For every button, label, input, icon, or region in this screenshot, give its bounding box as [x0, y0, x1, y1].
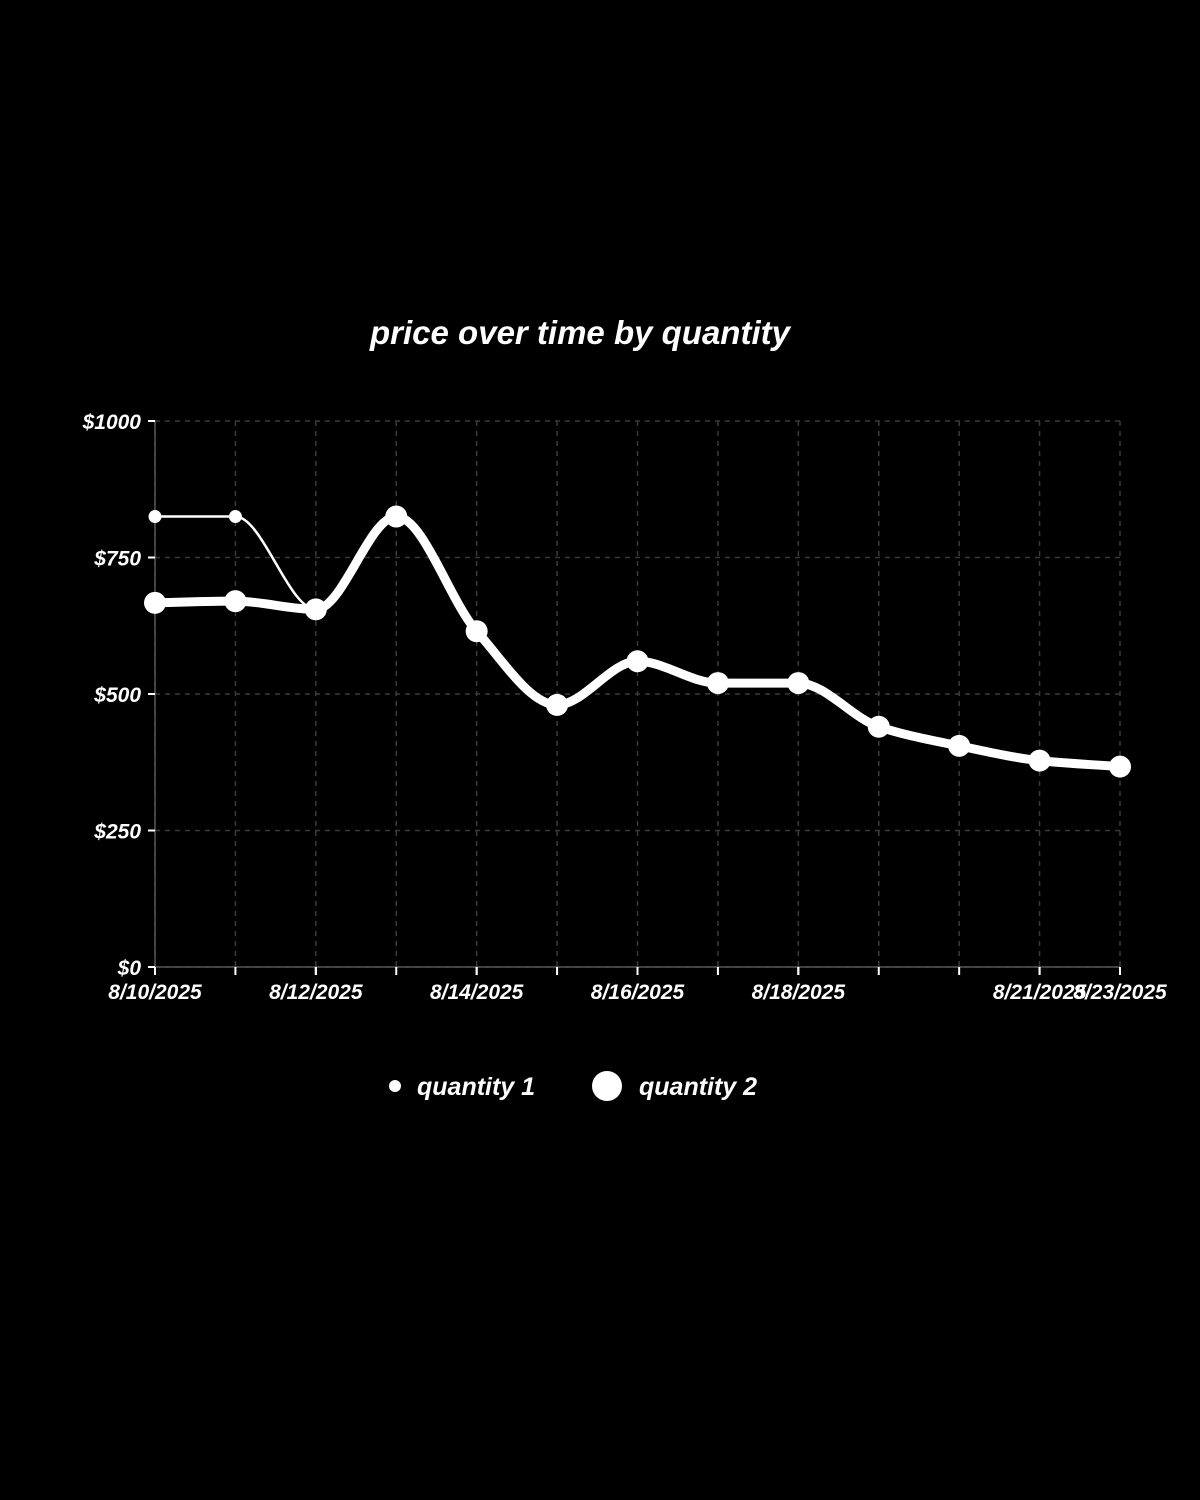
series-2 — [144, 505, 1131, 778]
chart-title: price over time by quantity — [370, 314, 790, 351]
data-point — [626, 650, 649, 673]
legend-label: quantity 2 — [639, 1073, 757, 1101]
y-tick-label: $0 — [117, 957, 142, 980]
data-point — [224, 590, 247, 613]
legend-label: quantity 1 — [417, 1073, 535, 1101]
y-tick-label: $500 — [93, 684, 141, 707]
data-point — [1028, 749, 1051, 772]
x-tick-label: 8/21/2025 — [993, 981, 1087, 1004]
x-tick-label: 8/23/2025 — [1073, 981, 1167, 1004]
data-point — [228, 510, 242, 524]
y-tick-label: $750 — [93, 548, 141, 571]
data-point — [787, 672, 810, 695]
x-tick-label: 8/18/2025 — [752, 981, 846, 1004]
y-tick-label: $250 — [93, 821, 141, 844]
data-point — [706, 672, 729, 695]
axes: $0 $250 $500 $750 $1000 8/10/2025 8/12/2025 8/1… — [82, 411, 1167, 1004]
x-tick-label: 8/12/2025 — [269, 981, 363, 1004]
data-point — [144, 591, 166, 614]
y-tick-label: $1000 — [82, 411, 142, 434]
series-layer — [144, 505, 1131, 778]
data-point — [948, 734, 971, 757]
legend-item-1: quantity 1 — [389, 1073, 535, 1101]
legend-marker — [389, 1080, 401, 1092]
legend-item-2: quantity 2 — [592, 1071, 757, 1101]
data-point — [867, 715, 890, 738]
x-tick-label: 8/16/2025 — [591, 981, 685, 1004]
x-tick-label: 8/10/2025 — [108, 981, 202, 1004]
legend: quantity 1 quantity 2 — [389, 1071, 757, 1101]
data-point — [148, 510, 162, 524]
data-point — [385, 505, 408, 528]
data-point — [304, 598, 327, 621]
x-tick-label: 8/14/2025 — [430, 981, 524, 1004]
grid — [154, 420, 1121, 968]
data-point — [1109, 755, 1131, 778]
data-point — [546, 693, 569, 716]
data-point — [465, 620, 488, 643]
legend-marker — [592, 1071, 622, 1101]
